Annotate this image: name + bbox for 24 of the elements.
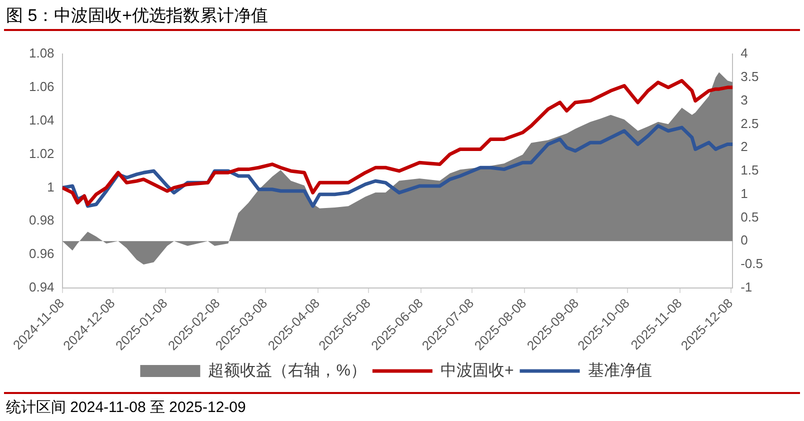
y2-tick-label: 4 (740, 46, 748, 61)
legend-label: 超额收益（右轴，%） (208, 361, 366, 380)
y2-tick-label: 1 (740, 186, 748, 201)
y-tick-label: 1 (47, 179, 54, 194)
y-tick-label: 1.02 (28, 146, 54, 161)
y2-tick-label: -0.5 (740, 256, 764, 272)
y2-tick-label: 0 (740, 232, 748, 248)
y-tick-label: 1.08 (28, 46, 54, 61)
y2-tick-label: 0.5 (740, 209, 759, 224)
y2-tick-label: 3 (740, 92, 748, 108)
y-tick-label: 0.94 (28, 280, 54, 295)
legend-label: 中波固收+ (440, 361, 514, 380)
y-tick-label: 1.04 (28, 112, 54, 128)
y-tick-label: 1.06 (28, 79, 54, 94)
legend-label: 基准净值 (588, 361, 652, 380)
y2-tick-label: -1 (740, 280, 752, 295)
y-tick-label: 0.98 (28, 212, 54, 228)
y2-tick-label: 2 (740, 139, 748, 154)
text: 统计区间 2024-11-08 至 2025-12-09 (6, 398, 246, 417)
y2-tick-label: 2.5 (740, 116, 759, 131)
y2-tick-label: 3.5 (740, 68, 759, 84)
y-tick-label: 0.96 (28, 246, 54, 262)
y2-tick-label: 1.5 (740, 162, 759, 178)
chart-title: 图 5：中波固收+优选指数累计净值 (6, 5, 268, 27)
